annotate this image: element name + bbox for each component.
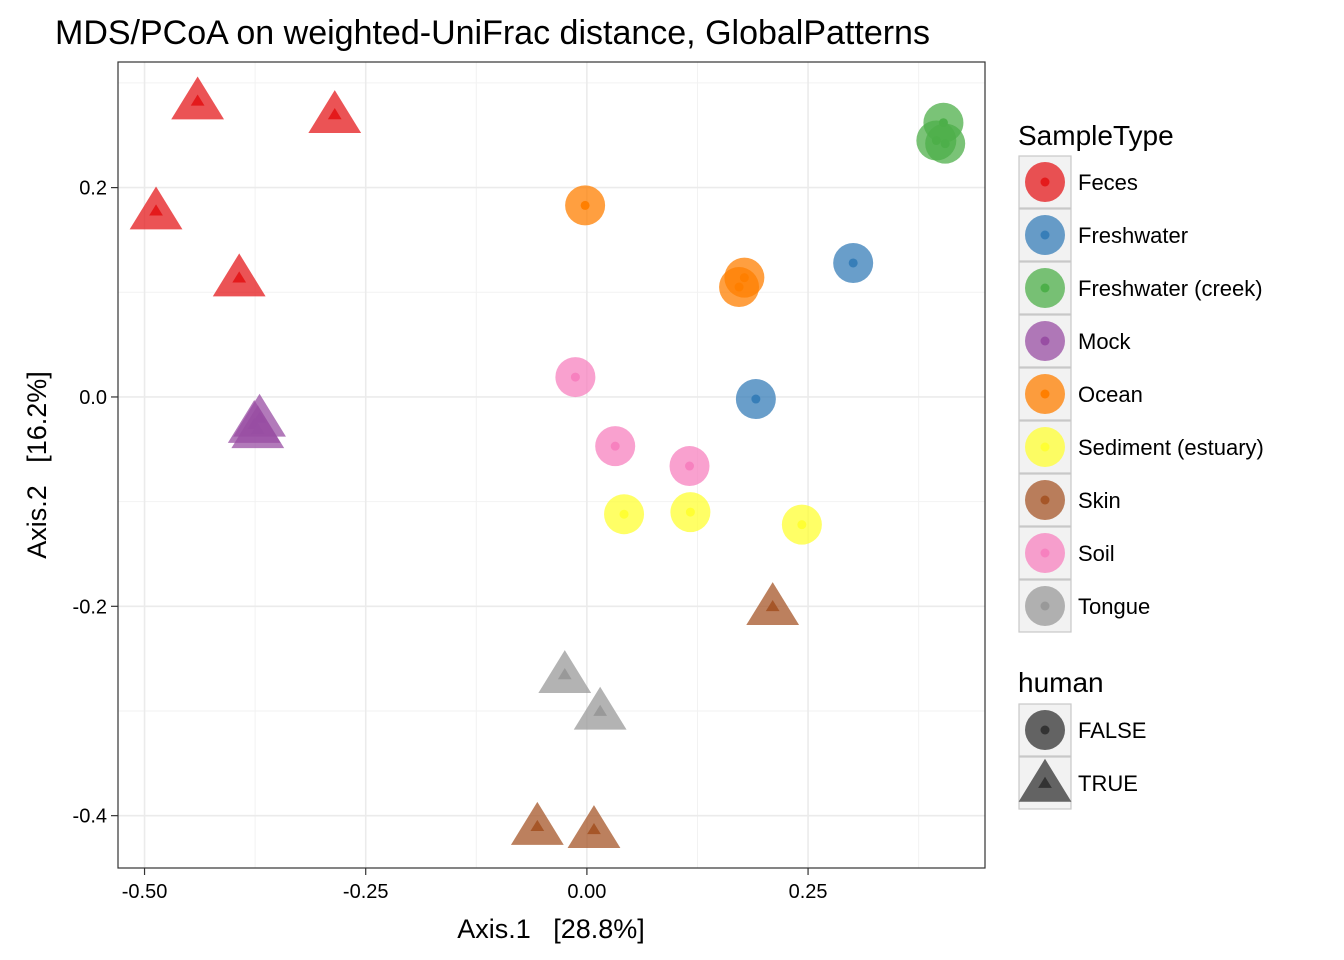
y-axis-title: Axis.2 [16.2%] (22, 371, 52, 559)
data-point-triangle (567, 805, 621, 848)
legend-label: Mock (1078, 329, 1132, 354)
data-point-circle (833, 242, 874, 283)
data-point-triangle (308, 90, 362, 134)
legend-label: Tongue (1078, 594, 1150, 619)
data-point-circle (670, 492, 711, 533)
legend-key-circle (1025, 321, 1065, 361)
legend-label: Ocean (1078, 382, 1143, 407)
legend-key-circle (1025, 162, 1065, 202)
plot-panel (117, 61, 986, 869)
x-tick-label: 0.00 (567, 881, 606, 903)
legend-key-circle (1025, 215, 1065, 255)
data-point-circle (781, 504, 822, 545)
legend-label: Freshwater (creek) (1078, 276, 1263, 301)
data-points (129, 76, 966, 848)
legend-label: Sediment (estuary) (1078, 435, 1264, 460)
y-axis: -0.4 -0.2 0.0 0.2 (73, 178, 118, 828)
legend-title-human: human (1018, 667, 1104, 698)
data-point-circle (735, 379, 776, 420)
data-point-circle (565, 185, 606, 226)
legend-key-circle (1025, 374, 1065, 414)
data-point-triangle (510, 801, 564, 845)
data-point-circle (925, 123, 966, 164)
x-tick-label: -0.50 (122, 881, 168, 903)
legend-label: Skin (1078, 488, 1121, 513)
legend-key-circle (1025, 533, 1065, 573)
y-tick-label: 0.0 (79, 387, 107, 409)
legend-key-circle (1025, 427, 1065, 467)
legend-key-circle (1025, 268, 1065, 308)
data-point-triangle (231, 405, 285, 449)
plot-panel-border (117, 61, 986, 869)
x-axis: -0.50 -0.25 0.00 0.25 (122, 868, 828, 903)
y-tick-label: -0.4 (73, 806, 107, 828)
data-point-triangle (573, 686, 627, 730)
color-legend-keys: Feces Freshwater Freshwater (creek) Mock Oce… (1018, 155, 1264, 633)
legend-label: Feces (1078, 170, 1138, 195)
shape-legend-keys: FALSE TRUE (1018, 703, 1146, 810)
legend-key-circle (1025, 710, 1065, 750)
legend-label: FALSE (1078, 718, 1146, 743)
chart-title: MDS/PCoA on weighted-UniFrac distance, G… (55, 14, 930, 52)
data-point-circle (604, 494, 645, 535)
data-point-circle (669, 446, 710, 487)
x-tick-label: 0.25 (789, 881, 828, 903)
legend-key-triangle (1018, 758, 1072, 802)
legend: SampleType Feces Freshwater Freshwater (cr… (1018, 120, 1264, 810)
data-point-triangle (746, 582, 800, 626)
data-point-triangle (538, 650, 592, 694)
x-tick-label: -0.25 (343, 881, 389, 903)
legend-key-circle (1025, 480, 1065, 520)
data-point-circle (595, 426, 636, 467)
y-tick-label: 0.2 (79, 178, 107, 200)
legend-label: Freshwater (1078, 223, 1188, 248)
data-point-circle (719, 267, 760, 308)
legend-title-sampletype: SampleType (1018, 120, 1174, 151)
legend-label: Soil (1078, 541, 1115, 566)
legend-label: TRUE (1078, 771, 1138, 796)
data-point-triangle (171, 76, 225, 120)
data-point-triangle (212, 253, 266, 297)
x-axis-title: Axis.1 [28.8%] (457, 914, 645, 944)
data-point-circle (555, 357, 596, 398)
y-tick-label: -0.2 (73, 596, 107, 618)
legend-key-circle (1025, 586, 1065, 626)
data-point-triangle (129, 186, 183, 230)
